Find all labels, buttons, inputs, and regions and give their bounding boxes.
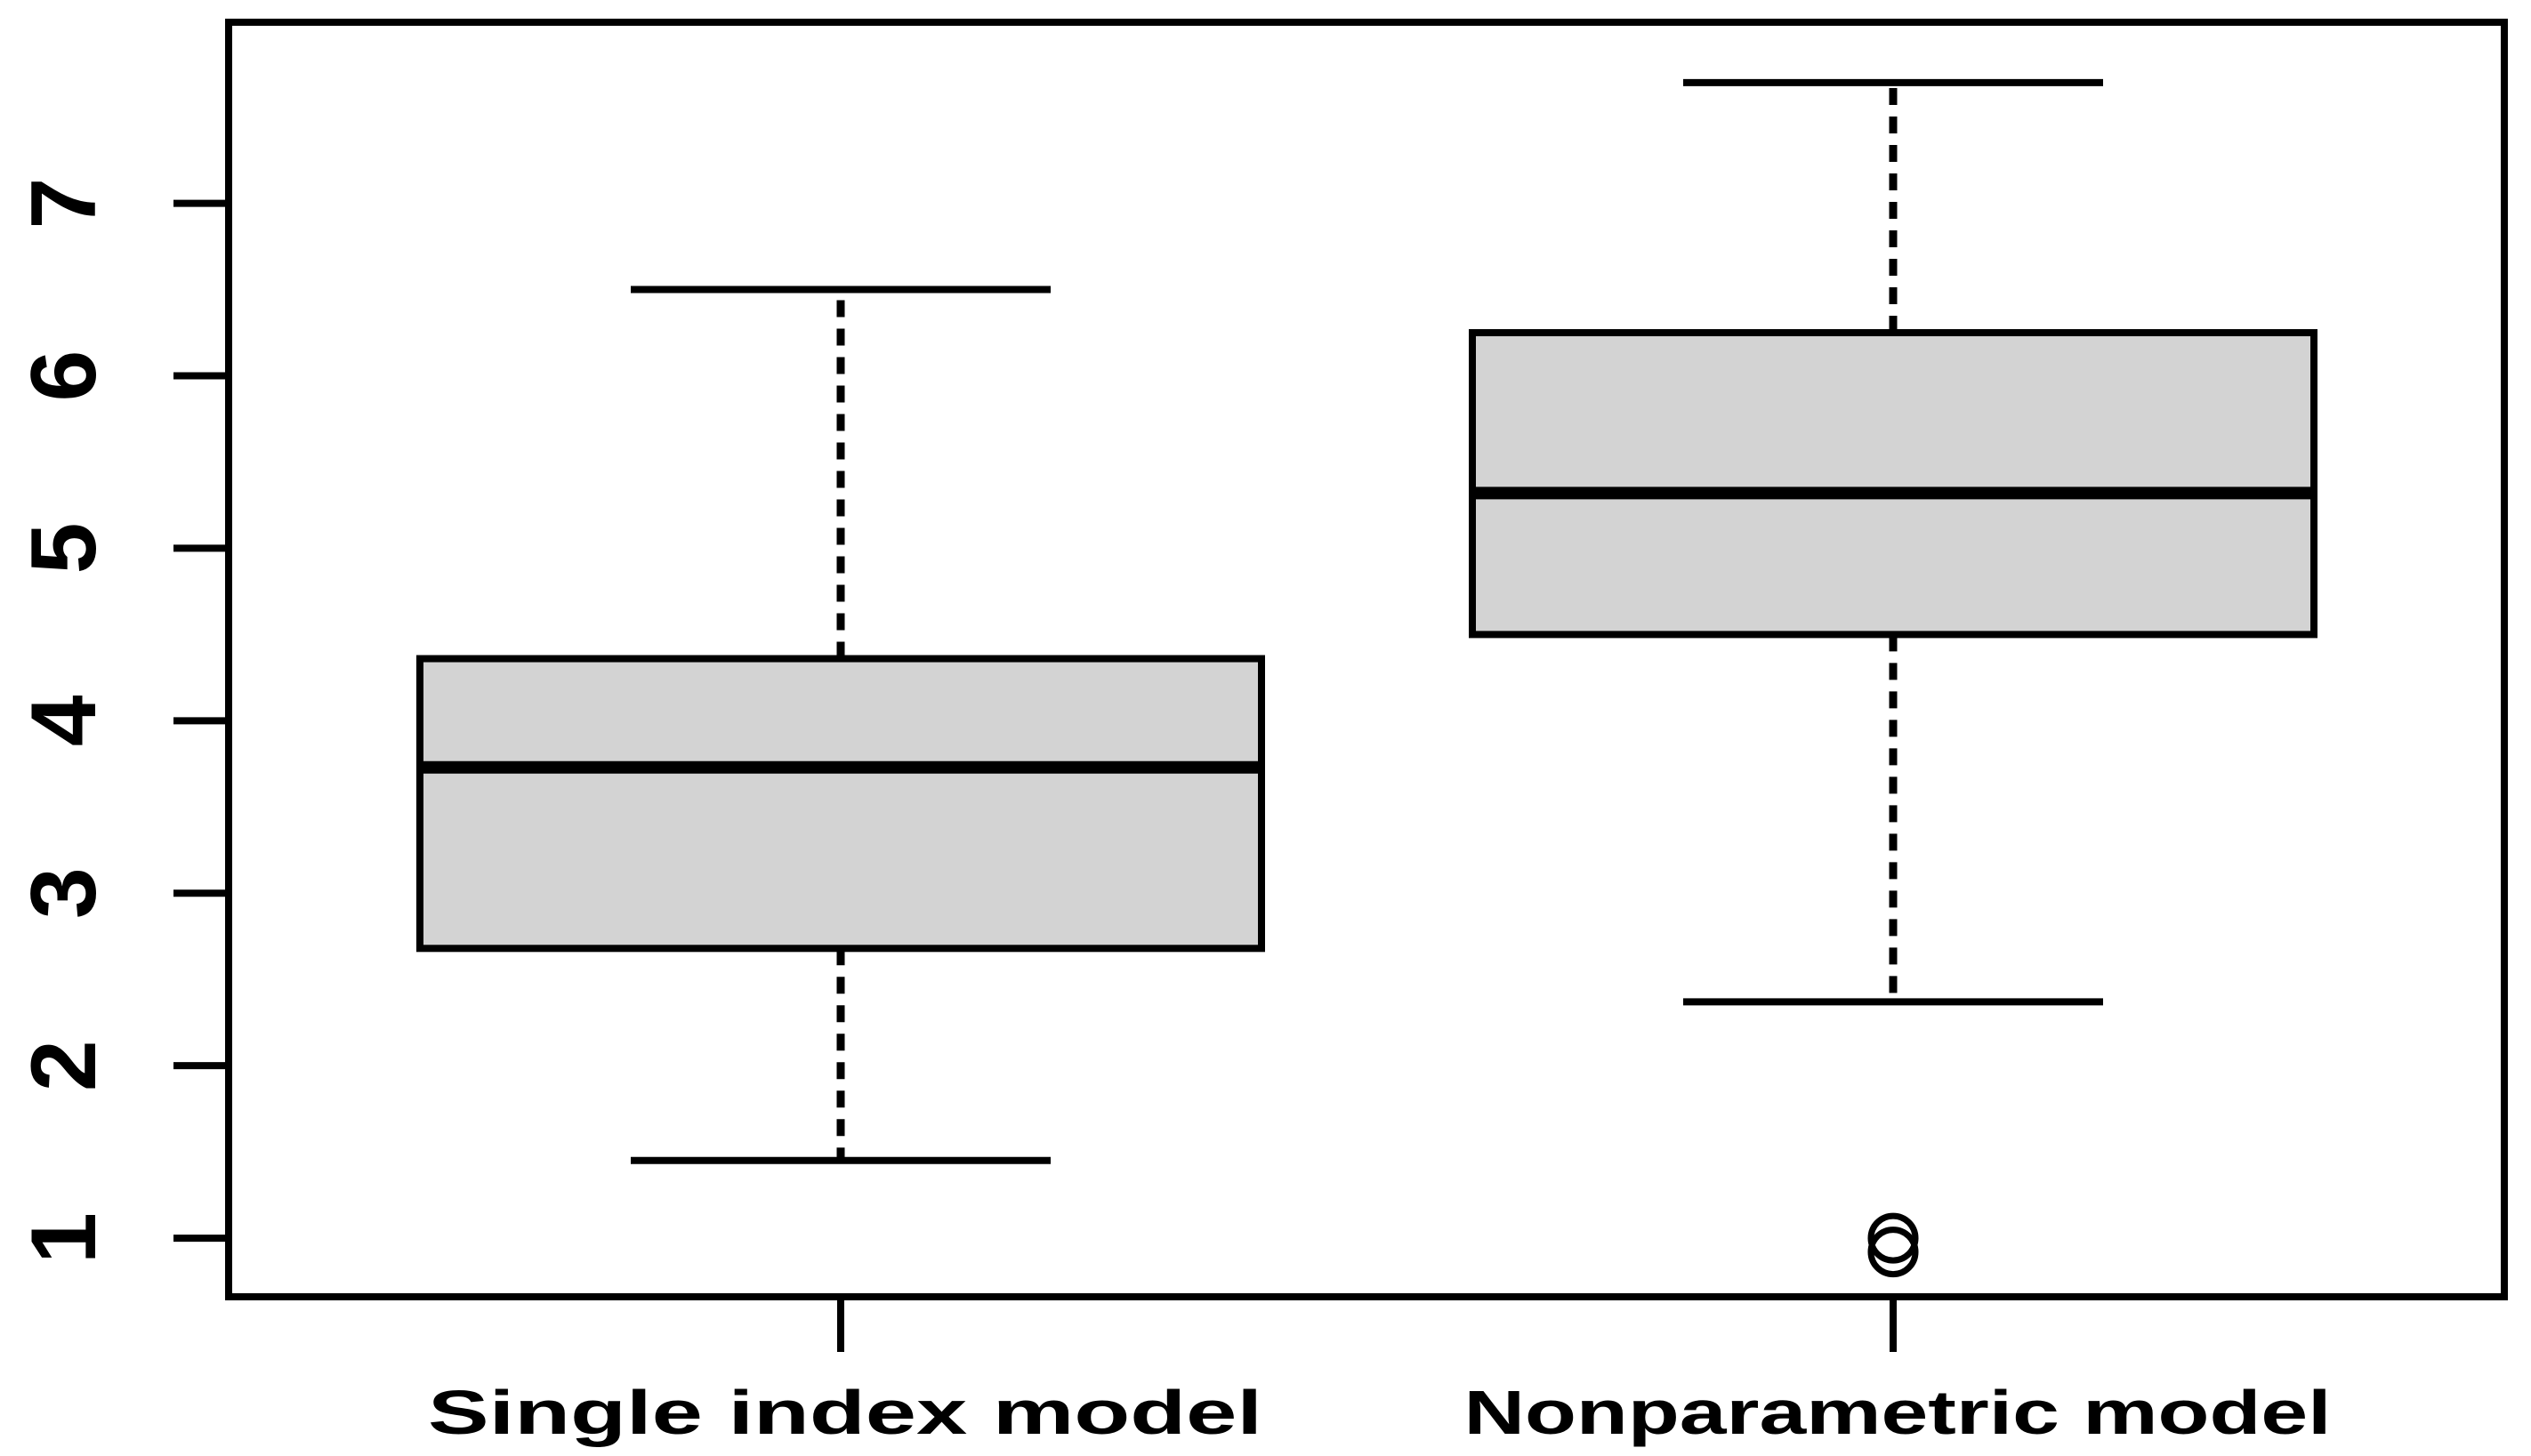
y-tick-label-1: 1 [12,1212,116,1264]
outlier-point-1-1 [1867,1227,1919,1278]
y-tick-label-7: 7 [12,178,116,229]
y-tick-label-4: 4 [12,695,116,746]
plot-border [225,19,2508,1300]
y-tick-label-5: 5 [12,523,116,575]
iqr-box-0 [416,655,1265,953]
y-tick-label-3: 3 [12,867,116,919]
iqr-box-1 [1469,329,2317,639]
y-tick-label-6: 6 [12,350,116,402]
x-axis-label-1: Nonparametric model [1464,1378,2332,1447]
y-tick-label-2: 2 [12,1040,116,1091]
x-axis-label-0: Single index model [428,1378,1262,1447]
outlier-point-1-0 [1867,1212,1919,1264]
